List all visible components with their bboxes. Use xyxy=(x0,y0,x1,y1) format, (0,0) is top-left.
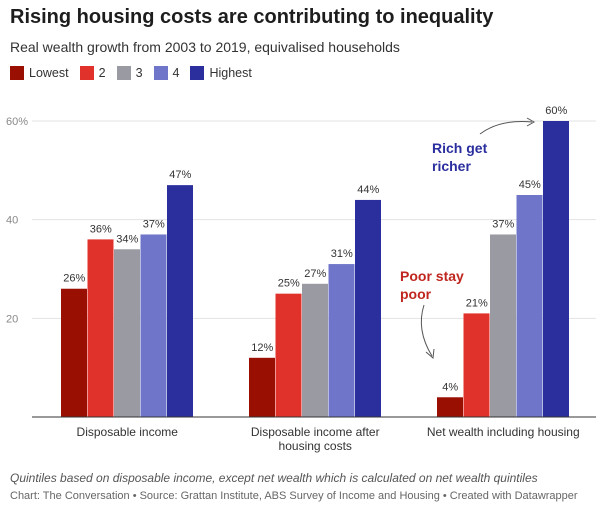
bar xyxy=(355,199,381,417)
bar xyxy=(87,239,114,417)
bar-value-label: 34% xyxy=(116,233,138,245)
bar-value-label: 47% xyxy=(169,169,191,181)
bar xyxy=(275,293,302,417)
bar-value-label: 37% xyxy=(143,218,165,230)
category-label: housing costs xyxy=(279,439,352,453)
bar xyxy=(516,195,543,417)
bar-value-label: 26% xyxy=(63,273,85,285)
bar xyxy=(61,288,87,417)
legend: Lowest 2 3 4 Highest xyxy=(10,66,263,80)
annotation-arrowhead-rich xyxy=(526,117,536,127)
chart-title: Rising housing costs are contributing to… xyxy=(10,6,494,28)
bar xyxy=(437,397,463,417)
annotation-arrow-rich xyxy=(479,121,533,135)
legend-label: 2 xyxy=(98,66,106,80)
y-tick-label: 40 xyxy=(6,215,18,227)
footnote: Quintiles based on disposable income, ex… xyxy=(10,471,538,485)
annotation-poor-stay-poor: poor xyxy=(400,286,432,302)
bar-value-label: 44% xyxy=(357,184,379,196)
bar xyxy=(167,185,193,417)
legend-swatch xyxy=(153,66,168,80)
bar-value-label: 12% xyxy=(251,342,273,354)
bar-value-label: 27% xyxy=(304,268,326,280)
bar xyxy=(328,264,355,417)
legend-swatch xyxy=(79,66,94,80)
category-label: Net wealth including housing xyxy=(427,425,580,439)
annotation-rich-get-richer: richer xyxy=(432,158,471,174)
bar-value-label: 60% xyxy=(545,105,567,117)
bar xyxy=(543,121,569,417)
bar-value-label: 21% xyxy=(466,297,488,309)
y-tick-label: 20 xyxy=(6,313,18,325)
legend-item-2: 2 xyxy=(79,66,106,80)
bar-value-label: 37% xyxy=(492,218,514,230)
legend-item-highest: Highest xyxy=(190,66,252,80)
bar-value-label: 4% xyxy=(442,381,458,393)
annotation-rich-get-richer: Rich get xyxy=(432,140,488,156)
y-tick-label: 60% xyxy=(6,116,28,128)
bar-value-label: 45% xyxy=(519,179,541,191)
bar xyxy=(302,283,328,417)
legend-swatch xyxy=(10,66,24,80)
annotation-poor-stay-poor: Poor stay xyxy=(400,268,464,284)
chart-subtitle: Real wealth growth from 2003 to 2019, eq… xyxy=(10,39,400,55)
legend-label: 3 xyxy=(135,66,143,80)
legend-item-lowest: Lowest xyxy=(10,66,69,80)
category-label: Disposable income after xyxy=(251,425,380,439)
bar xyxy=(249,357,275,417)
source-credit: Chart: The Conversation • Source: Gratta… xyxy=(10,490,578,502)
legend-swatch xyxy=(116,66,131,80)
legend-label: Lowest xyxy=(29,66,69,80)
legend-label: 4 xyxy=(172,66,180,80)
annotation-arrowhead-poor xyxy=(425,348,435,359)
bar-value-label: 31% xyxy=(331,248,353,260)
bar-value-label: 36% xyxy=(90,223,112,235)
bar xyxy=(463,313,490,417)
category-label: Disposable income xyxy=(77,425,179,439)
annotation-arrow-poor xyxy=(420,304,433,357)
legend-item-3: 3 xyxy=(116,66,143,80)
legend-swatch xyxy=(190,66,205,80)
bar-value-label: 25% xyxy=(278,278,300,290)
bar xyxy=(140,234,167,417)
bar xyxy=(490,234,516,417)
bar xyxy=(114,249,140,417)
bar-chart: 20 40 60% 26% 12% 4% 36% 25% 21% 34% 27% 37% 37% 31% 4… xyxy=(6,105,596,453)
legend-label: Highest xyxy=(209,66,252,80)
legend-item-4: 4 xyxy=(153,66,180,80)
